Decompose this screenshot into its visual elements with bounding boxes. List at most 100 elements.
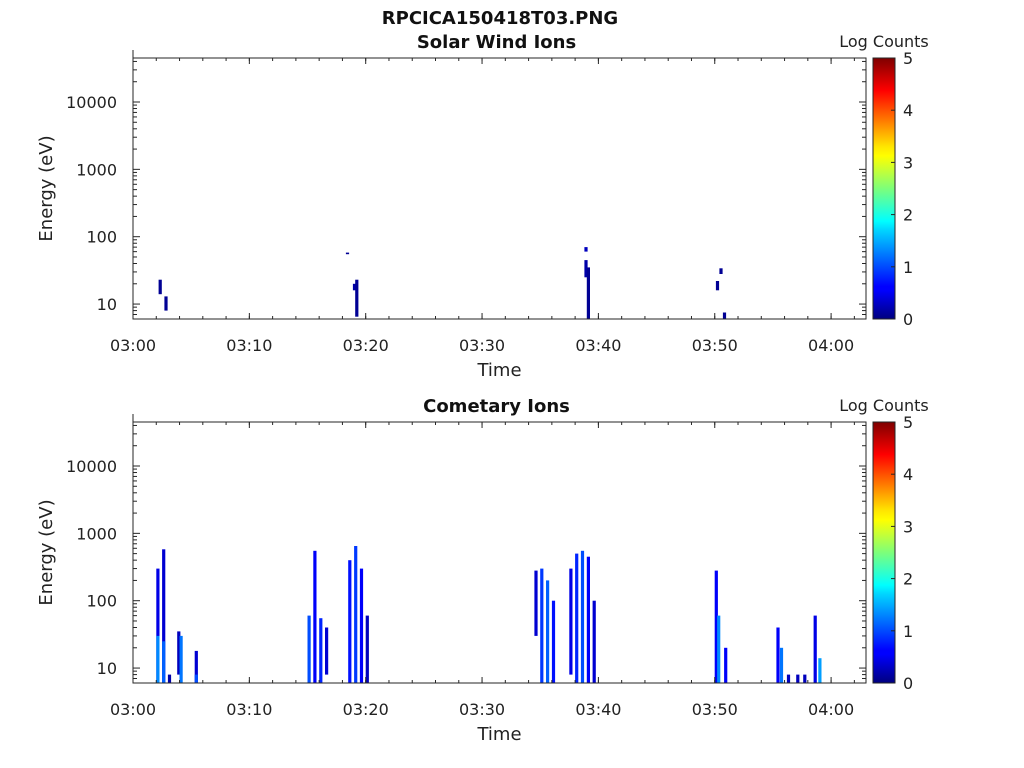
x-tick-label: 03:10 <box>226 700 272 719</box>
y-axis-label: Energy (eV) <box>36 135 57 241</box>
spectrogram-cell <box>365 615 369 683</box>
spectrogram-cell <box>359 568 364 683</box>
x-tick-label: 03:30 <box>459 700 505 719</box>
spectrogram-cell <box>584 247 588 252</box>
y-axis-label: Energy (eV) <box>36 499 57 605</box>
spectrogram-cell <box>194 650 198 683</box>
spectrogram-cell <box>813 615 817 683</box>
spectrogram-cell <box>354 546 358 683</box>
x-tick-label: 04:00 <box>808 336 854 355</box>
spectrogram-cell <box>352 283 357 291</box>
spectrogram-cell <box>164 296 168 311</box>
x-tick-label: 03:30 <box>459 336 505 355</box>
x-axis-label: Time <box>476 360 521 381</box>
colorbar-tick-label: 4 <box>903 465 913 484</box>
spectrogram-cell <box>156 635 160 683</box>
spectrogram-cell <box>719 268 723 274</box>
spectrogram-cell <box>724 647 728 683</box>
spectrogram-cell <box>177 631 181 675</box>
plot-area <box>133 58 866 319</box>
spectrogram-cells <box>158 247 727 319</box>
x-tick-label: 04:00 <box>808 700 854 719</box>
spectrogram-cell <box>569 568 573 675</box>
spectrogram-cell <box>779 647 784 683</box>
y-tick-label: 10 <box>97 295 117 314</box>
spectrogram-cell <box>313 550 317 683</box>
colorbar-tick-label: 1 <box>903 622 913 641</box>
spectrogram-cell <box>592 600 596 683</box>
panel-title: Solar Wind Ions <box>417 32 576 53</box>
x-tick-label: 03:00 <box>110 336 156 355</box>
axes-box <box>132 421 867 684</box>
x-tick-label: 03:50 <box>692 336 738 355</box>
colorbar <box>872 57 896 320</box>
y-tick-label: 10 <box>97 659 117 678</box>
colorbar-tick-label: 0 <box>903 310 913 329</box>
spectrogram-cell <box>717 615 721 683</box>
y-tick-label: 1000 <box>76 160 117 179</box>
y-tick-label: 100 <box>86 228 117 247</box>
colorbar-label: Log Counts <box>839 396 929 415</box>
spectrogram-cell <box>162 549 166 683</box>
spectrogram-cell <box>546 580 550 683</box>
figure-title: RPCICA150418T03.PNG <box>382 8 618 29</box>
spectrogram-cell <box>162 641 166 683</box>
x-tick-label: 03:50 <box>692 700 738 719</box>
colorbar-tick-label: 1 <box>903 258 913 277</box>
x-tick-label: 03:10 <box>226 336 272 355</box>
spectrogram-cell <box>776 627 780 683</box>
y-tick-label: 10000 <box>66 93 117 112</box>
y-tick-label: 100 <box>86 592 117 611</box>
y-tick-label: 10000 <box>66 457 117 476</box>
spectrogram-cell <box>803 674 807 683</box>
spectrogram-cell <box>586 267 590 319</box>
x-tick-label: 03:40 <box>575 700 621 719</box>
panel-title: Cometary Ions <box>423 396 570 417</box>
colorbar-tick-label: 3 <box>903 517 913 536</box>
spectrogram-cell <box>534 570 538 636</box>
spectrogram-cell <box>179 635 183 683</box>
colorbar-tick-label: 5 <box>903 49 913 68</box>
colorbar-tick-label: 4 <box>903 101 913 120</box>
spectrogram-cell <box>722 312 727 319</box>
colorbar-tick-label: 2 <box>903 206 913 225</box>
x-tick-label: 03:00 <box>110 700 156 719</box>
spectrogram-cell <box>786 674 791 683</box>
spectrogram-cell <box>575 553 579 683</box>
x-tick-label: 03:40 <box>575 336 621 355</box>
spectrogram-cell <box>586 556 590 683</box>
axes-box <box>132 57 867 320</box>
x-tick-label: 03:20 <box>343 700 389 719</box>
spectrogram-cell <box>325 627 329 675</box>
plot-area <box>133 422 866 683</box>
spectrogram-cells <box>156 546 822 683</box>
colorbar-tick-label: 2 <box>903 570 913 589</box>
spectrogram-cell <box>540 568 544 683</box>
spectrogram-cell <box>796 674 800 683</box>
spectrogram-cell <box>715 281 720 291</box>
spectrogram-cell <box>156 568 160 683</box>
colorbar-tick-label: 5 <box>903 413 913 432</box>
colorbar <box>872 421 896 684</box>
x-axis-label: Time <box>476 724 521 745</box>
colorbar-tick-label: 0 <box>903 674 913 693</box>
spectrogram-cell <box>580 550 585 683</box>
spectrogram-cell <box>584 260 588 278</box>
x-tick-label: 03:20 <box>343 336 389 355</box>
spectrogram-cell <box>345 252 350 255</box>
spectrogram-cell <box>714 570 718 683</box>
spectrogram-cell <box>551 600 556 683</box>
spectrogram-cell <box>348 560 352 683</box>
spectrogram-cell <box>167 674 172 683</box>
spectrogram-cell <box>158 279 162 295</box>
y-tick-label: 1000 <box>76 524 117 543</box>
solar-wind-ions-panel: Solar Wind Ions 03:00 03:10 03:20 03:30 03:40… <box>36 32 929 381</box>
colorbar-tick-label: 3 <box>903 153 913 172</box>
spectrogram-cell <box>319 618 323 683</box>
spectrogram-cell <box>818 658 822 683</box>
spectrogram-cell <box>355 279 359 317</box>
colorbar-label: Log Counts <box>839 32 929 51</box>
spectrogram-cell <box>194 674 198 683</box>
